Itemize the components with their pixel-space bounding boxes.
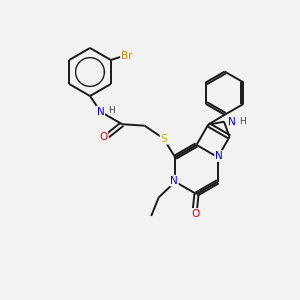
Text: H: H [109, 106, 115, 115]
Text: N: N [215, 151, 223, 161]
Text: O: O [191, 209, 199, 219]
Text: N: N [228, 117, 236, 127]
Text: S: S [160, 134, 167, 144]
Text: O: O [99, 132, 107, 142]
Text: Br: Br [121, 51, 133, 62]
Text: N: N [97, 106, 104, 117]
Text: H: H [239, 117, 245, 126]
Text: N: N [170, 176, 178, 186]
